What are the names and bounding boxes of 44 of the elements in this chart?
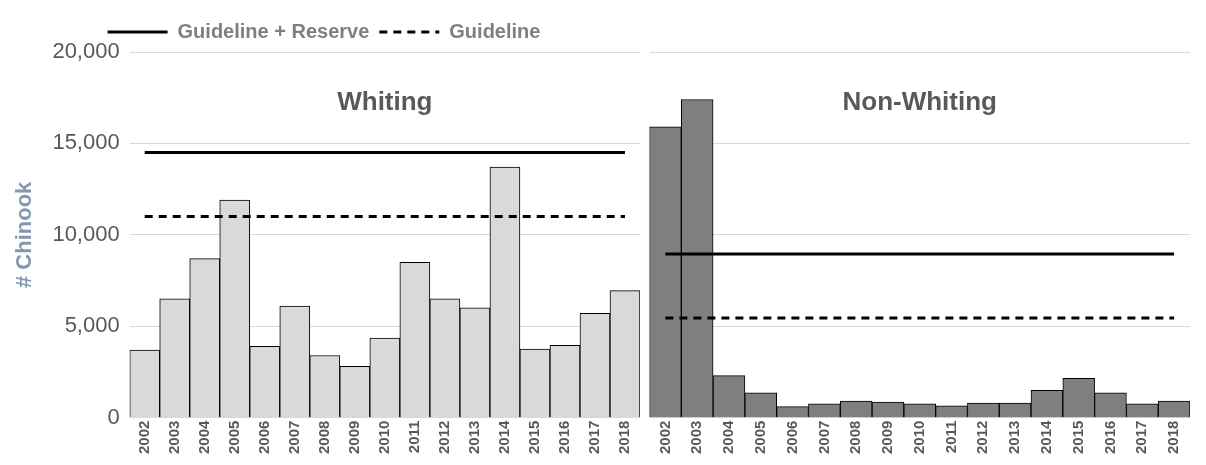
x-tick-label: 2016 [1100, 420, 1118, 455]
text: Non-Whiting [842, 86, 997, 117]
legend-label: Guideline [449, 19, 541, 42]
x-tick-label: 2014 [495, 419, 513, 455]
y-tick-label: 20,000 [52, 38, 120, 64]
x-tick-label: 2006 [254, 420, 272, 455]
x-tick-label: 2009 [344, 420, 362, 455]
x-tick-label: 2013 [465, 420, 483, 455]
x-tick-label: 2012 [435, 420, 453, 455]
x-tick-label: 2007 [814, 420, 832, 455]
legend-label: Guideline + Reserve [177, 19, 370, 42]
x-tick-label: 2004 [719, 419, 737, 455]
x-tick-label: 2011 [941, 420, 959, 454]
x-tick-label: 2003 [687, 420, 705, 455]
x-tick-label: 2006 [782, 420, 800, 455]
x-tick-label: 2002 [655, 420, 673, 455]
x-tick-label: 2002 [134, 420, 152, 455]
x-tick-label: 2003 [164, 420, 182, 455]
x-tick-label: 2007 [284, 420, 302, 455]
y-tick-label: 0 [107, 403, 120, 429]
x-tick-label: 2009 [878, 420, 896, 455]
x-tick-label: 2016 [555, 420, 573, 455]
y-tick-label: 15,000 [52, 129, 120, 155]
y-tick-label: 5,000 [64, 312, 120, 338]
x-tick-label: 2012 [973, 420, 991, 455]
y-tick-label: 10,000 [52, 220, 120, 246]
x-tick-label: 2005 [224, 420, 242, 455]
x-tick-label: 2011 [405, 420, 422, 454]
x-tick-label: 2017 [585, 420, 603, 455]
x-tick-label: 2004 [194, 419, 212, 455]
x-tick-label: 2010 [909, 420, 927, 455]
x-tick-label: 2015 [1068, 420, 1086, 455]
y-axis-title: # Chinook [11, 180, 37, 288]
x-tick-label: 2008 [846, 420, 864, 455]
x-tick-label: 2010 [374, 420, 392, 455]
x-tick-label: 2013 [1005, 420, 1023, 455]
x-tick-label: 2008 [314, 420, 332, 455]
x-tick-label: 2017 [1132, 420, 1150, 455]
x-tick-label: 2018 [1164, 420, 1182, 455]
x-tick-label: 2005 [750, 420, 768, 455]
x-tick-label: 2018 [615, 420, 633, 455]
x-tick-label: 2015 [525, 420, 543, 455]
text: Whiting [337, 86, 433, 117]
x-tick-label: 2014 [1037, 419, 1055, 455]
